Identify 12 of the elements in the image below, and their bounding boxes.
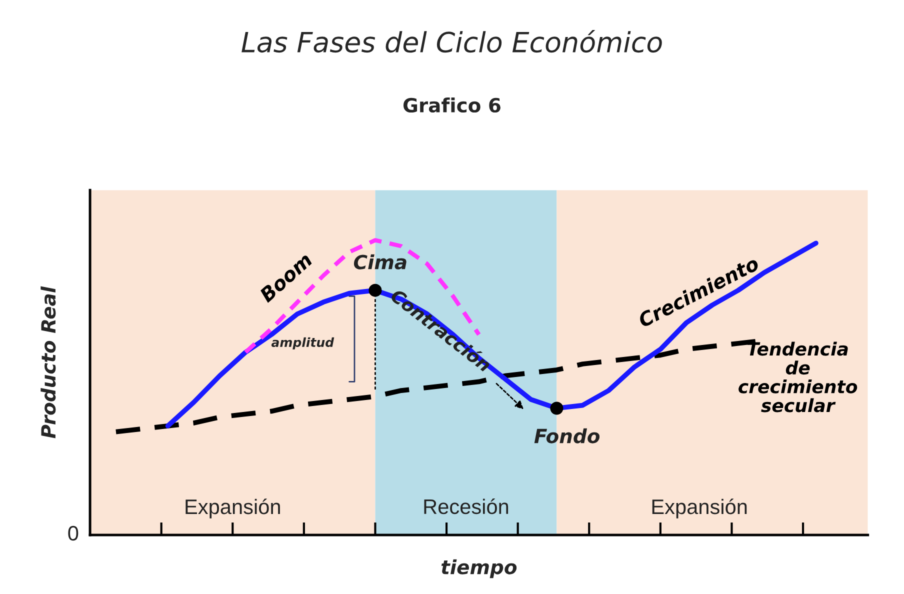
annotation: Expansión: [186, 498, 280, 518]
chart-subtitle: Grafico 6: [403, 98, 500, 113]
annotation: Fondo: [534, 428, 600, 444]
annotation: Recesión: [424, 498, 508, 514]
text: 0: [68, 526, 78, 541]
annotation: amplitud: [271, 337, 334, 350]
y-axis-title: Producto Real: [40, 286, 56, 438]
annotation: Cima: [354, 254, 406, 270]
chart-title: Las Fases del Ciclo Económico: [242, 30, 662, 53]
x-axis-title: tiempo: [441, 559, 517, 578]
series-label: Tendencia de crecimiento secular: [738, 342, 858, 412]
annotation: Expansión: [652, 498, 747, 518]
